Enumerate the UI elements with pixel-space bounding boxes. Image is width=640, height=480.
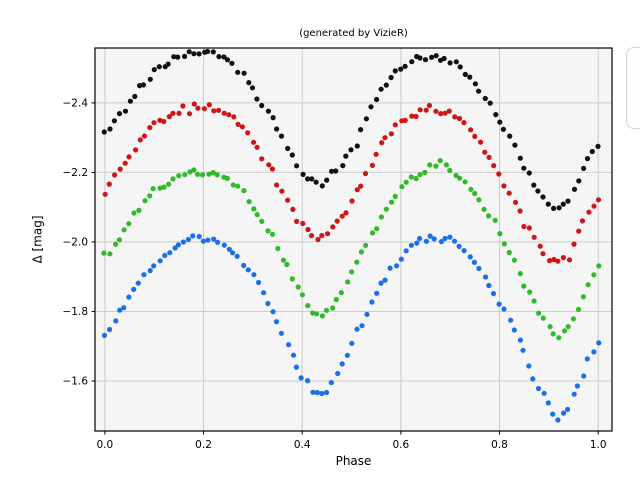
svg-text:0.4: 0.4 [294,439,311,451]
x-axis-label: Phase [335,454,372,468]
y-axis-label: Δ [mag] [30,215,45,264]
plot-background [95,48,612,431]
data-points [101,48,602,423]
svg-text:0.8: 0.8 [491,439,508,451]
svg-text:0.6: 0.6 [393,439,410,451]
side-panel-button[interactable] [626,47,640,129]
svg-text:−1.8: −1.8 [63,306,89,318]
tick-labels: 0.0 0.2 0.4 0.6 0.8 1.0 −2.4 −2.2 −2.0 −1.8 −1.6 [63,98,607,451]
series-band-3-green [101,158,602,341]
series-band-1-black [101,48,601,211]
svg-text:0.0: 0.0 [97,439,114,451]
svg-text:−1.6: −1.6 [63,376,89,388]
chart-title: (generated by VizieR) [299,28,408,39]
tick-marks [91,102,599,435]
svg-text:0.2: 0.2 [195,439,212,451]
svg-text:−2.2: −2.2 [63,167,89,179]
svg-text:−2.4: −2.4 [63,98,89,110]
svg-text:−2.0: −2.0 [63,237,89,249]
series-band-2-red [102,101,602,264]
svg-text:1.0: 1.0 [590,439,607,451]
series-band-4-blue [101,233,602,423]
axes-spines [94,47,613,432]
